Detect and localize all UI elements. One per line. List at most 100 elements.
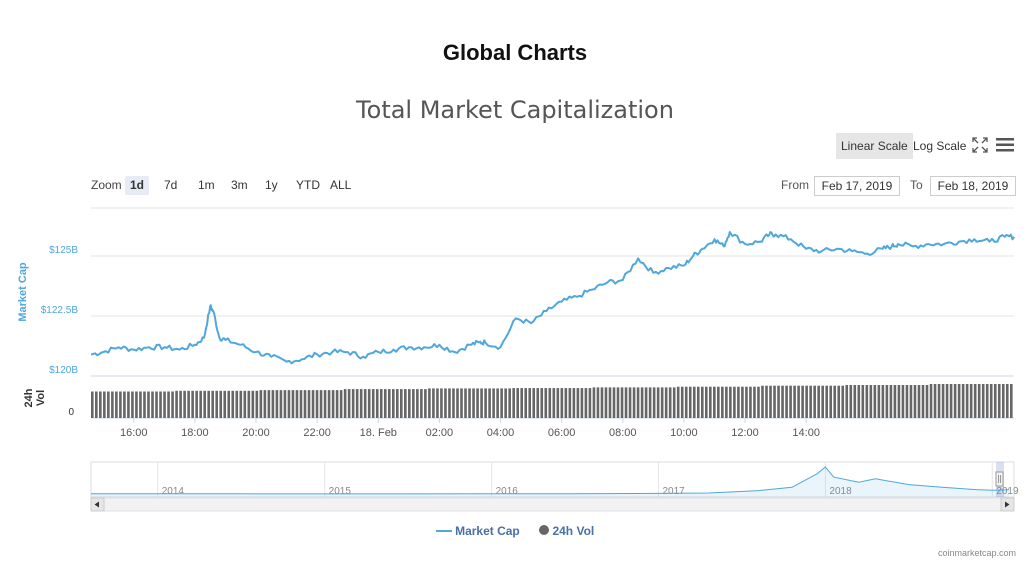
x-tick-label: 10:00: [670, 427, 698, 439]
volume-bar: [676, 386, 680, 418]
zoom-button-1y[interactable]: 1y: [265, 178, 278, 192]
navigator-frame[interactable]: [90, 461, 1015, 498]
volume-bar: [560, 388, 564, 418]
volume-bar: [135, 391, 138, 418]
volume-bar: [199, 390, 202, 418]
volume-bar: [769, 385, 772, 418]
volume-bar: [881, 385, 885, 418]
vol-tick-label: 0: [68, 407, 74, 418]
fullscreen-icon[interactable]: [972, 137, 988, 153]
volume-bar: [335, 390, 339, 418]
volume-bar: [179, 390, 182, 418]
log-scale-button[interactable]: Log Scale: [913, 139, 967, 153]
volume-bar: [496, 388, 499, 418]
volume-bar: [339, 390, 343, 418]
volume-bar: [476, 388, 479, 418]
volume-bar: [604, 387, 608, 418]
navigator-handle[interactable]: [995, 471, 1004, 487]
volume-bar: [95, 391, 98, 418]
zoom-button-ytd[interactable]: YTD: [296, 178, 320, 192]
legend-item-market-cap[interactable]: Market Cap: [435, 524, 520, 538]
volume-bar: [127, 391, 130, 418]
volume-bar: [480, 388, 483, 418]
volume-bar: [183, 390, 186, 418]
menu-icon[interactable]: [996, 137, 1014, 153]
volume-bar: [793, 385, 796, 418]
zoom-button-7d[interactable]: 7d: [164, 178, 178, 192]
navigator-area: [91, 467, 1009, 497]
legend-item-24h-vol[interactable]: 24h Vol: [539, 524, 594, 538]
legend-label-24h-vol: 24h Vol: [552, 524, 595, 538]
volume-bar: [737, 386, 740, 418]
volume-bar: [452, 388, 455, 418]
volume-bar: [536, 388, 540, 418]
to-date-input[interactable]: Feb 18, 2019: [930, 176, 1016, 196]
volume-bar: [981, 384, 985, 418]
volume-bar: [379, 389, 383, 418]
volume-bar: [548, 388, 552, 418]
zoom-button-3m[interactable]: 3m: [231, 178, 248, 192]
scrollbar-track[interactable]: [90, 497, 1015, 512]
volume-bar: [524, 388, 528, 418]
volume-bar: [207, 390, 210, 418]
volume-bar: [889, 385, 893, 418]
navigator-line: [91, 466, 1010, 495]
volume-bar: [195, 390, 198, 418]
volume-bar: [901, 385, 905, 418]
volume-bar: [375, 389, 379, 418]
volume-bar: [155, 391, 158, 418]
volume-bar: [119, 391, 122, 418]
volume-bar: [957, 384, 961, 418]
volume-bar: [400, 389, 403, 418]
volume-bar: [323, 390, 327, 418]
volume-bar: [91, 391, 94, 418]
volume-bar: [700, 386, 704, 418]
volume-bar: [857, 385, 861, 418]
volume-bar: [215, 390, 219, 418]
volume-bar: [359, 389, 363, 418]
zoom-button-all[interactable]: ALL: [330, 178, 352, 192]
volume-bar: [412, 389, 415, 418]
zoom-button-1d[interactable]: 1d: [125, 176, 150, 195]
volume-bar: [171, 391, 174, 418]
x-tick-label: 18:00: [181, 427, 209, 439]
volume-bar: [761, 385, 764, 418]
volume-bar: [989, 384, 993, 418]
volume-bar: [315, 390, 319, 418]
volume-bar: [705, 386, 708, 418]
volume-bar: [801, 385, 804, 418]
volume-bar: [692, 386, 696, 418]
linear-scale-button[interactable]: Linear Scale: [836, 133, 913, 159]
volume-bar: [965, 384, 969, 418]
volume-bar: [420, 389, 423, 418]
volume-bar: [624, 387, 628, 418]
volume-bar: [227, 390, 231, 418]
volume-bar: [584, 388, 588, 418]
volume-bar: [500, 388, 503, 418]
credit-link[interactable]: coinmarketcap.com: [937, 548, 1016, 558]
volume-bar: [753, 386, 756, 418]
volume-bar: [757, 386, 760, 418]
volume-bar: [444, 388, 447, 418]
volume-bar: [973, 384, 977, 418]
volume-bar: [151, 391, 154, 418]
volume-bar: [696, 386, 700, 418]
volume-bar: [259, 390, 263, 418]
zoom-button-1m[interactable]: 1m: [198, 178, 215, 192]
chart-title: Total Market Capitalization: [356, 96, 674, 124]
volume-bar: [861, 385, 865, 418]
volume-bar: [456, 388, 459, 418]
volume-bar: [387, 389, 391, 418]
zoom-label: Zoom: [91, 178, 122, 192]
volume-bar: [564, 388, 568, 418]
volume-bar: [544, 388, 548, 418]
from-date-input[interactable]: Feb 17, 2019: [814, 176, 900, 196]
volume-bar: [765, 385, 768, 418]
volume-bar: [223, 390, 227, 418]
volume-bar: [592, 387, 596, 418]
x-tick-label: 06:00: [548, 427, 576, 439]
legend-line-icon: [435, 530, 452, 532]
volume-bar: [552, 388, 556, 418]
volume-bar: [143, 391, 146, 418]
